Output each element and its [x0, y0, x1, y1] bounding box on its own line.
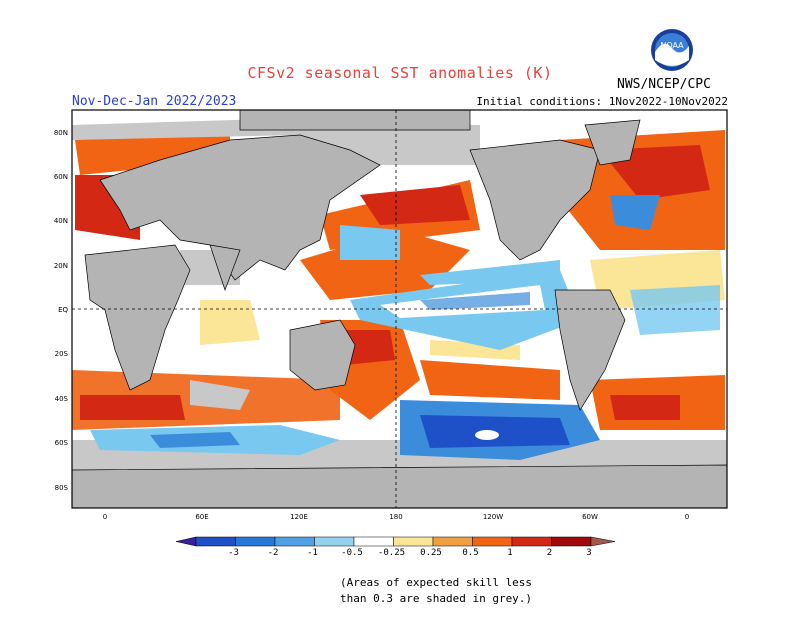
lat-tick-label: 20N — [54, 262, 68, 270]
lat-tick-label: 20S — [55, 350, 69, 358]
colorbar-label: 2 — [547, 548, 552, 558]
colorbar-label: -2 — [268, 548, 279, 558]
colorbar-segment — [195, 536, 236, 547]
eurasia — [99, 134, 381, 281]
colorbar-segment — [353, 536, 394, 547]
colorbar-arrow-right — [590, 536, 616, 547]
antarctica — [71, 464, 728, 509]
lon-tick-label: 60E — [195, 513, 208, 521]
colorbar-label: 0.25 — [420, 548, 442, 558]
lon-tick-label: 60W — [582, 513, 598, 521]
colorbar-segment — [472, 536, 513, 547]
australia — [289, 319, 356, 391]
map-frame — [71, 109, 728, 509]
colorbar-arrow-left — [175, 536, 197, 547]
colorbar-segment — [432, 536, 473, 547]
arctic-land — [239, 109, 471, 131]
lon-tick-label: 120E — [290, 513, 308, 521]
skill-note: (Areas of expected skill less than 0.3 a… — [340, 575, 532, 607]
skill-note-line-2: than 0.3 are shaded in grey.) — [340, 592, 533, 605]
colorbar-label: 3 — [586, 548, 591, 558]
map-title: CFSv2 seasonal SST anomalies (K) — [247, 64, 553, 82]
colorbar-segment — [235, 536, 276, 547]
lat-tick-label: 60S — [55, 439, 69, 447]
lon-tick-label: 0 — [685, 513, 689, 521]
lat-tick-label: 40S — [55, 395, 69, 403]
colorbar-label: -1 — [307, 548, 318, 558]
logo-text: NOAA — [660, 41, 684, 50]
colorbar-label: 0.5 — [462, 548, 478, 558]
india — [209, 244, 241, 292]
lat-tick-label: EQ — [58, 306, 68, 314]
lat-tick-label: 40N — [54, 217, 68, 225]
colorbar-segment — [274, 536, 315, 547]
noaa-logo: NOAA — [651, 29, 693, 71]
colorbar-segment — [393, 536, 434, 547]
initial-conditions: Initial conditions: 1Nov2022-10Nov2022 — [476, 95, 728, 108]
skill-note-line-1: (Areas of expected skill less — [340, 576, 533, 589]
land-masses — [71, 109, 728, 509]
colorbar-label: 1 — [507, 548, 512, 558]
south-america — [554, 289, 626, 411]
latitude-ticks: 80N 60N 40N 20N EQ 20S 40S 60S 80S — [54, 129, 69, 492]
greenland — [584, 119, 641, 166]
anomaly-patterns — [72, 118, 727, 470]
colorbar-label: -0.25 — [378, 548, 405, 558]
lon-tick-label: 0 — [103, 513, 107, 521]
lat-tick-label: 60N — [54, 173, 68, 181]
longitude-ticks: 0 60E 120E 180 120W 60W 0 — [103, 513, 689, 521]
colorbar-label: -3 — [228, 548, 239, 558]
colorbar-label: -0.5 — [341, 548, 363, 558]
lat-tick-label: 80S — [55, 484, 69, 492]
org-label: NWS/NCEP/CPC — [617, 77, 711, 92]
north-america — [469, 139, 601, 261]
colorbar-segment — [551, 536, 592, 547]
lon-tick-label: 180 — [389, 513, 402, 521]
forecast-period: Nov-Dec-Jan 2022/2023 — [72, 94, 237, 109]
colorbar-segment — [511, 536, 552, 547]
lon-tick-label: 120W — [483, 513, 503, 521]
colorbar: -3 -2 -1 -0.5 -0.25 0.25 0.5 1 2 3 — [175, 536, 616, 558]
colorbar-segment — [314, 536, 355, 547]
lat-tick-label: 80N — [54, 129, 68, 137]
africa — [84, 244, 191, 391]
